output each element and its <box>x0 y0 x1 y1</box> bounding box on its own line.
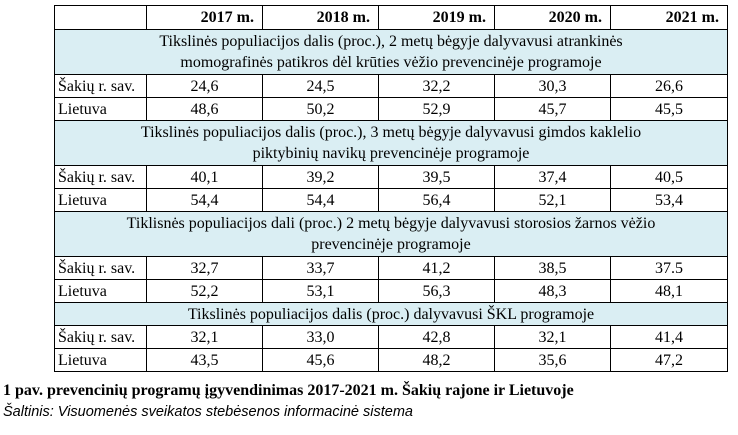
table-row: Šakių r. sav. 40,1 39,2 39,5 37,4 40,5 <box>54 165 728 189</box>
row-label: Šakių r. sav. <box>54 74 147 98</box>
value-cell: 54,4 <box>146 188 263 212</box>
value-cell: 24,5 <box>262 74 379 98</box>
value-cell: 53,4 <box>610 188 728 212</box>
section-title-line: Tikslinės populiacijos dalis (proc.) dal… <box>187 305 595 323</box>
value-cell: 32,2 <box>378 74 495 98</box>
value-cell: 39,2 <box>262 165 379 189</box>
value-cell: 41,2 <box>378 256 495 280</box>
table-row: Lietuva 43,5 45,6 48,2 35,6 47,2 <box>54 348 728 372</box>
year-header: 2018 m. <box>262 5 379 30</box>
section-title-line: Tikslinės populiacijos dalis (proc.), 3 … <box>140 124 642 141</box>
section-title-row: Tiklisnės populiacijos dali (proc.) 2 me… <box>54 211 728 257</box>
year-header: 2017 m. <box>146 5 263 30</box>
value-cell: 45,7 <box>494 97 611 121</box>
year-header: 2019 m. <box>378 5 495 30</box>
value-cell: 48,2 <box>378 348 495 372</box>
value-cell: 39,5 <box>378 165 495 189</box>
value-cell: 38,5 <box>494 256 611 280</box>
value-cell: 41,4 <box>610 325 728 349</box>
row-label: Šakių r. sav. <box>54 256 147 280</box>
row-label: Šakių r. sav. <box>54 165 147 189</box>
value-cell: 52,2 <box>146 279 263 303</box>
value-cell: 37,4 <box>494 165 611 189</box>
value-cell: 48,6 <box>146 97 263 121</box>
year-header: 2021 m. <box>610 5 728 30</box>
section-title-row: Tikslinės populiacijos dalis (proc.), 3 … <box>54 120 728 166</box>
section-title-breast-cancer: Tikslinės populiacijos dalis (proc.), 2 … <box>54 29 728 75</box>
year-header: 2020 m. <box>494 5 611 30</box>
value-cell: 52,1 <box>494 188 611 212</box>
row-label: Lietuva <box>54 97 147 121</box>
value-cell: 30,3 <box>494 74 611 98</box>
value-cell: 54,4 <box>262 188 379 212</box>
value-cell: 56,3 <box>378 279 495 303</box>
indicators-table: 2017 m. 2018 m. 2019 m. 2020 m. 2021 m. … <box>54 5 728 372</box>
value-cell: 37.5 <box>610 256 728 280</box>
value-cell: 50,2 <box>262 97 379 121</box>
header-empty-cell <box>54 5 147 30</box>
row-label: Lietuva <box>54 348 147 372</box>
section-title-cervical-cancer: Tikslinės populiacijos dalis (proc.), 3 … <box>54 120 728 166</box>
section-title-colorectal-cancer: Tiklisnės populiacijos dali (proc.) 2 me… <box>54 211 728 257</box>
row-label: Šakių r. sav. <box>54 325 147 349</box>
value-cell: 56,4 <box>378 188 495 212</box>
value-cell: 47,2 <box>610 348 728 372</box>
section-title-line: momografinės patikros dėl krūties vėžio … <box>180 54 602 71</box>
section-title-skl: Tikslinės populiacijos dalis (proc.) dal… <box>54 302 728 326</box>
row-label: Lietuva <box>54 188 147 212</box>
source-note: Šaltinis: Visuomenės sveikatos stebėseno… <box>3 404 413 420</box>
value-cell: 53,1 <box>262 279 379 303</box>
value-cell: 45,5 <box>610 97 728 121</box>
table-row: Šakių r. sav. 32,7 33,7 41,2 38,5 37.5 <box>54 256 728 280</box>
section-title-line: Tiklisnės populiacijos dali (proc.) 2 me… <box>126 215 656 232</box>
value-cell: 32,1 <box>494 325 611 349</box>
row-label: Lietuva <box>54 279 147 303</box>
section-title-row: Tikslinės populiacijos dalis (proc.), 2 … <box>54 29 728 75</box>
value-cell: 52,9 <box>378 97 495 121</box>
figure-caption: 1 pav. prevencinių programų įgyvendinima… <box>3 382 574 399</box>
value-cell: 26,6 <box>610 74 728 98</box>
value-cell: 40,5 <box>610 165 728 189</box>
value-cell: 24,6 <box>146 74 263 98</box>
year-header-row: 2017 m. 2018 m. 2019 m. 2020 m. 2021 m. <box>54 5 728 30</box>
value-cell: 42,8 <box>378 325 495 349</box>
section-title-row: Tikslinės populiacijos dalis (proc.) dal… <box>54 302 728 326</box>
value-cell: 43,5 <box>146 348 263 372</box>
table-row: Šakių r. sav. 24,6 24,5 32,2 30,3 26,6 <box>54 74 728 98</box>
value-cell: 35,6 <box>494 348 611 372</box>
table-row: Lietuva 52,2 53,1 56,3 48,3 48,1 <box>54 279 728 303</box>
section-title-line: prevencinėje programoje <box>311 236 471 253</box>
value-cell: 33,7 <box>262 256 379 280</box>
table-row: Lietuva 54,4 54,4 56,4 52,1 53,4 <box>54 188 728 212</box>
table-row: Šakių r. sav. 32,1 33,0 42,8 32,1 41,4 <box>54 325 728 349</box>
table-row: Lietuva 48,6 50,2 52,9 45,7 45,5 <box>54 97 728 121</box>
value-cell: 48,1 <box>610 279 728 303</box>
value-cell: 32,1 <box>146 325 263 349</box>
section-title-line: Tikslinės populiacijos dalis (proc.), 2 … <box>159 33 623 50</box>
value-cell: 40,1 <box>146 165 263 189</box>
section-title-line: piktybinių navikų prevencinėje programoj… <box>252 145 530 162</box>
value-cell: 33,0 <box>262 325 379 349</box>
value-cell: 32,7 <box>146 256 263 280</box>
value-cell: 45,6 <box>262 348 379 372</box>
value-cell: 48,3 <box>494 279 611 303</box>
